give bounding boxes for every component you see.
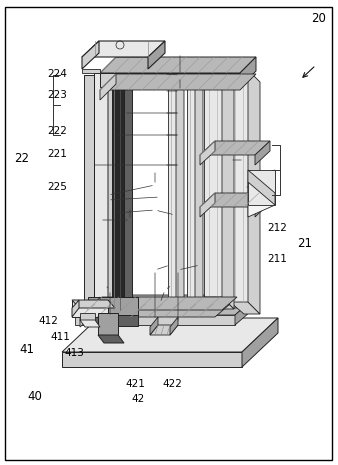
Polygon shape	[80, 313, 95, 320]
Text: 412: 412	[39, 316, 59, 326]
Polygon shape	[170, 317, 178, 335]
Text: 41: 41	[20, 343, 34, 356]
Text: 222: 222	[47, 126, 67, 136]
Polygon shape	[82, 295, 97, 318]
Polygon shape	[100, 57, 256, 73]
Polygon shape	[255, 193, 270, 217]
Polygon shape	[80, 304, 95, 327]
Polygon shape	[150, 325, 178, 335]
Polygon shape	[248, 170, 275, 205]
Polygon shape	[124, 72, 132, 312]
Polygon shape	[82, 69, 100, 73]
Text: 42: 42	[132, 394, 145, 404]
Polygon shape	[200, 141, 215, 165]
Polygon shape	[88, 315, 138, 326]
Text: 22: 22	[14, 152, 29, 165]
Polygon shape	[87, 297, 237, 310]
Polygon shape	[82, 41, 165, 57]
Text: 223: 223	[47, 90, 67, 100]
Polygon shape	[248, 70, 260, 314]
Polygon shape	[176, 75, 184, 310]
Polygon shape	[230, 70, 248, 302]
Polygon shape	[248, 170, 275, 205]
Polygon shape	[94, 315, 115, 322]
Polygon shape	[200, 141, 270, 155]
Polygon shape	[62, 318, 278, 352]
Text: 211: 211	[267, 253, 287, 264]
Polygon shape	[200, 193, 270, 207]
Text: 21: 21	[297, 237, 312, 250]
Text: 20: 20	[311, 12, 326, 25]
Polygon shape	[248, 170, 275, 217]
Polygon shape	[100, 74, 256, 90]
Polygon shape	[88, 297, 100, 326]
Polygon shape	[235, 302, 250, 325]
Polygon shape	[98, 335, 124, 343]
Polygon shape	[168, 75, 176, 302]
Polygon shape	[72, 300, 115, 308]
Polygon shape	[148, 41, 165, 69]
Polygon shape	[100, 73, 240, 87]
Polygon shape	[195, 78, 203, 313]
Polygon shape	[112, 72, 124, 312]
Text: 413: 413	[64, 348, 84, 359]
Polygon shape	[200, 193, 215, 217]
Polygon shape	[82, 41, 99, 69]
Text: 212: 212	[267, 223, 287, 233]
Polygon shape	[88, 297, 138, 315]
Polygon shape	[80, 320, 100, 327]
Polygon shape	[168, 302, 184, 310]
Polygon shape	[242, 318, 278, 367]
Polygon shape	[240, 57, 256, 87]
Polygon shape	[222, 75, 234, 309]
Polygon shape	[108, 73, 115, 322]
Polygon shape	[82, 295, 257, 308]
Polygon shape	[75, 315, 235, 325]
Text: 225: 225	[47, 182, 67, 192]
Polygon shape	[187, 305, 203, 313]
Polygon shape	[204, 297, 234, 309]
Text: 421: 421	[125, 379, 145, 389]
Polygon shape	[72, 300, 79, 317]
Polygon shape	[84, 75, 94, 313]
Polygon shape	[62, 352, 242, 367]
Text: 422: 422	[162, 379, 182, 389]
Polygon shape	[94, 73, 108, 315]
Polygon shape	[72, 300, 108, 317]
Polygon shape	[150, 317, 158, 335]
Polygon shape	[75, 302, 250, 315]
Polygon shape	[100, 74, 116, 100]
Polygon shape	[230, 302, 260, 314]
Polygon shape	[255, 141, 270, 165]
Text: 224: 224	[47, 69, 67, 80]
Text: 221: 221	[47, 149, 67, 159]
Polygon shape	[98, 313, 118, 335]
Polygon shape	[80, 304, 230, 317]
Polygon shape	[187, 78, 195, 305]
Text: 411: 411	[51, 332, 71, 342]
Polygon shape	[204, 75, 222, 297]
Text: 40: 40	[27, 390, 42, 403]
